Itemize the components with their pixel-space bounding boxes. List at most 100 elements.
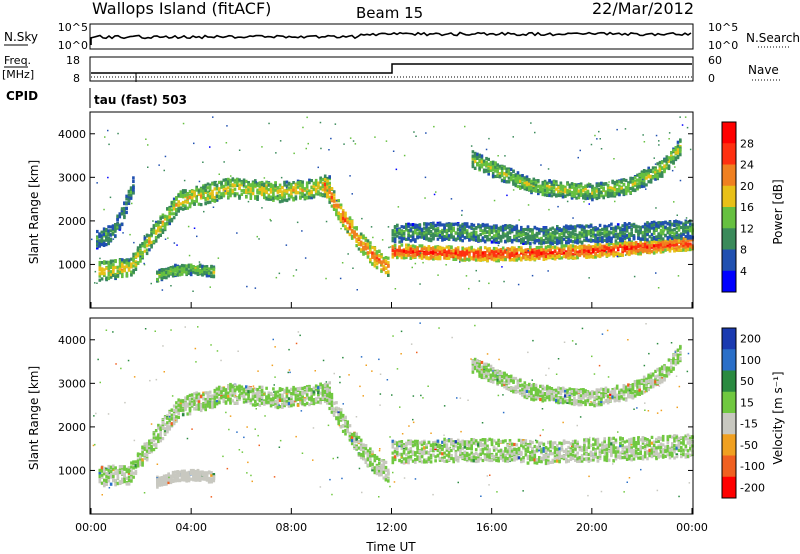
data-cell-band-5: [463, 236, 467, 240]
data-cell-band-5: [520, 233, 523, 237]
data-cell-band-6: [636, 185, 639, 189]
noise-sky-line: [90, 31, 692, 45]
data-cell-band-0: [145, 234, 149, 238]
data-cell-band-3: [384, 271, 388, 275]
data-cell-band-6: [658, 168, 662, 173]
data-cell-band-5: [598, 237, 602, 241]
data-cell-band-6: [478, 158, 481, 163]
data-cell-band-0: [283, 198, 286, 202]
data-cell-band-5: [553, 234, 557, 238]
data-cell-band-4: [544, 257, 548, 261]
data-cell-band-5: [526, 228, 530, 232]
data-cell-band-5: [420, 228, 424, 232]
data-cell-band-0: [175, 208, 178, 212]
data-cell-band-6: [597, 191, 601, 195]
data-cell-band-4: [508, 256, 512, 260]
data-cell-band-5: [574, 225, 577, 229]
data-cell-band-5: [468, 225, 471, 229]
data-cell-band-6: [584, 187, 587, 191]
data-cell-band-5: [533, 240, 537, 244]
data-cell-band-5: [682, 226, 685, 230]
data-cell-band-6: [640, 175, 644, 179]
data-cell-band-3: [357, 247, 361, 251]
data-cell-band-5: [495, 238, 498, 242]
data-cell-band-5: [396, 223, 399, 227]
data-cell-band-4: [425, 252, 428, 256]
data-cell-scatter: [196, 195, 199, 197]
data-cell-band-6: [480, 165, 484, 169]
data-cell-band-4: [675, 241, 679, 245]
data-cell-band-5: [429, 223, 433, 227]
data-cell-band-5: [474, 238, 478, 242]
data-cell-band-3: [357, 242, 361, 246]
data-cell-band-5: [598, 231, 602, 236]
data-cell-band-4: [438, 247, 442, 251]
data-cell-band-5: [418, 235, 422, 239]
data-cell-band-5: [542, 241, 546, 245]
data-cell-band-5: [393, 226, 397, 230]
data-cell-band-0: [206, 182, 210, 186]
data-cell-band-5: [481, 236, 485, 240]
data-cell-band-6: [505, 171, 508, 175]
data-cell-band-0: [314, 192, 318, 196]
data-cell-band-0: [98, 272, 102, 276]
data-cell-band-1: [98, 241, 101, 246]
data-cell-band-6: [660, 166, 664, 170]
data-cell-scatter: [150, 282, 152, 285]
freq-unit-label: [MHz]: [2, 68, 34, 81]
data-cell-band-4: [637, 242, 640, 247]
data-cell-band-4: [515, 248, 519, 253]
data-cell-band-4: [562, 247, 566, 251]
data-cell-band-5: [612, 235, 615, 239]
data-cell-band-0: [130, 264, 133, 268]
data-cell-band-0: [163, 215, 167, 219]
data-cell-band-6: [591, 188, 594, 192]
data-cell-band-5: [540, 239, 543, 243]
data-cell-band-4: [652, 247, 656, 251]
data-cell-band-6: [491, 162, 495, 166]
data-cell-band-5: [634, 225, 638, 229]
data-cell-band-5: [556, 231, 559, 235]
data-cell-band-6: [507, 180, 511, 184]
data-cell-band-4: [510, 248, 514, 252]
data-cell-band-4: [427, 256, 431, 260]
data-cell-band-5: [445, 229, 449, 233]
data-cell-band-4: [391, 252, 395, 257]
data-cell-band-0: [188, 189, 192, 194]
data-cell-band-5: [477, 225, 480, 229]
data-cell-band-3: [366, 242, 370, 246]
data-cell-band-5: [616, 236, 620, 240]
data-cell-band-5: [578, 225, 582, 229]
data-cell-band-5: [668, 228, 672, 232]
data-cell-band-5: [574, 236, 577, 240]
data-cell-band-6: [555, 180, 558, 184]
data-cell-band-5: [607, 232, 611, 236]
data-cell-band-0: [148, 248, 151, 252]
data-cell-band-6: [525, 181, 529, 185]
data-cell-band-0: [109, 275, 113, 279]
data-cell-band-6: [525, 187, 529, 191]
data-cell-band-5: [524, 232, 528, 236]
data-cell-band-5: [598, 223, 602, 227]
data-cell-band-0: [240, 192, 244, 196]
data-cell-band-6: [552, 193, 556, 197]
data-cell-band-6: [609, 192, 612, 196]
data-cell-band-0: [272, 196, 275, 200]
data-cell-band-4: [553, 245, 557, 249]
data-cell-band-5: [441, 230, 444, 235]
data-cell-band-4: [481, 257, 485, 261]
data-cell-band-5: [429, 234, 433, 238]
data-cell-band-3: [373, 264, 377, 268]
data-cell-band-5: [549, 227, 552, 231]
data-cell-band-5: [504, 226, 507, 230]
data-cell-band-0: [321, 188, 325, 192]
data-cell-band-0: [204, 188, 207, 193]
data-cell-band-0: [310, 193, 313, 197]
data-cell-band-6: [670, 154, 673, 158]
data-cell-band-4: [612, 243, 615, 247]
data-cell-band-5: [589, 224, 593, 228]
data-cell-band-0: [134, 252, 138, 256]
data-cell-band-4: [677, 240, 681, 244]
data-cell-band-5: [501, 232, 505, 236]
